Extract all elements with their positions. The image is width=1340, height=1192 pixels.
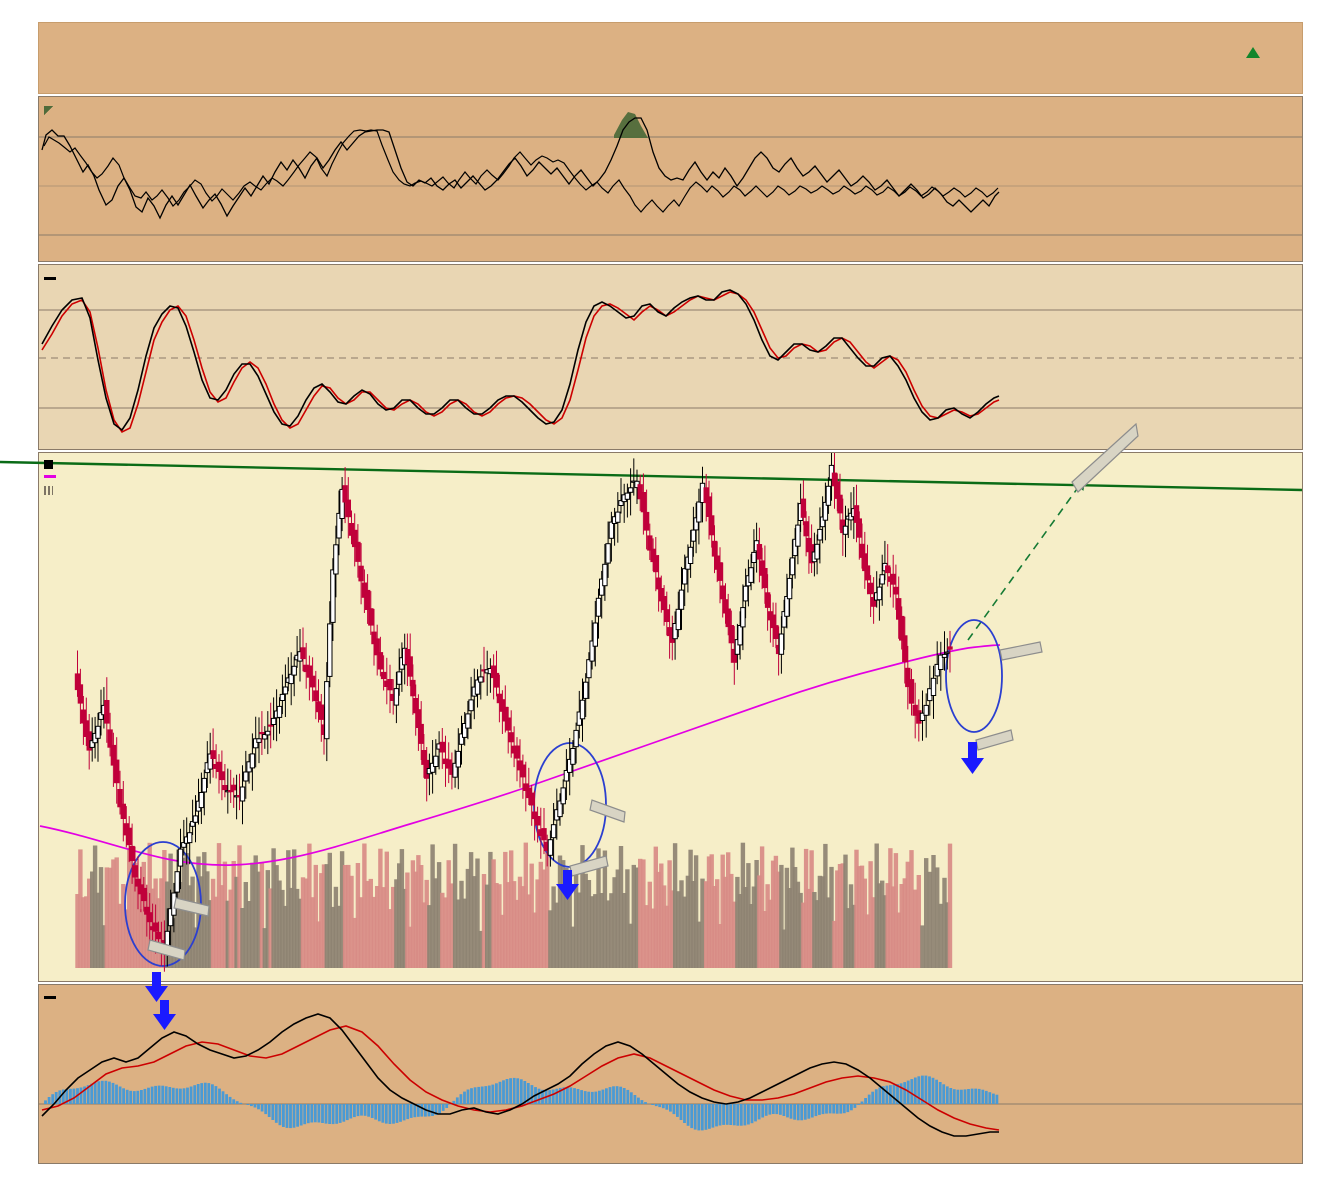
macd-legend (44, 991, 59, 1005)
price-panel (38, 452, 1303, 982)
sto-line-swatch (44, 277, 56, 280)
stochastics-panel (38, 264, 1303, 450)
ma200-legend (44, 470, 59, 484)
quote-bar (38, 22, 1303, 94)
price-legend (44, 457, 56, 471)
up-triangle-icon (1246, 47, 1260, 58)
macd-panel (38, 984, 1303, 1164)
volume-bars-icon (44, 486, 53, 495)
candlestick-icon (44, 460, 53, 469)
quote-percent-change (1246, 44, 1294, 61)
ma200-swatch (44, 475, 56, 478)
mfi-icon (44, 106, 53, 115)
volume-legend (44, 483, 56, 497)
stochastics-legend (44, 272, 59, 286)
mfi-panel (38, 96, 1303, 262)
macd-line-swatch (44, 996, 56, 999)
mfi-legend (44, 103, 56, 117)
